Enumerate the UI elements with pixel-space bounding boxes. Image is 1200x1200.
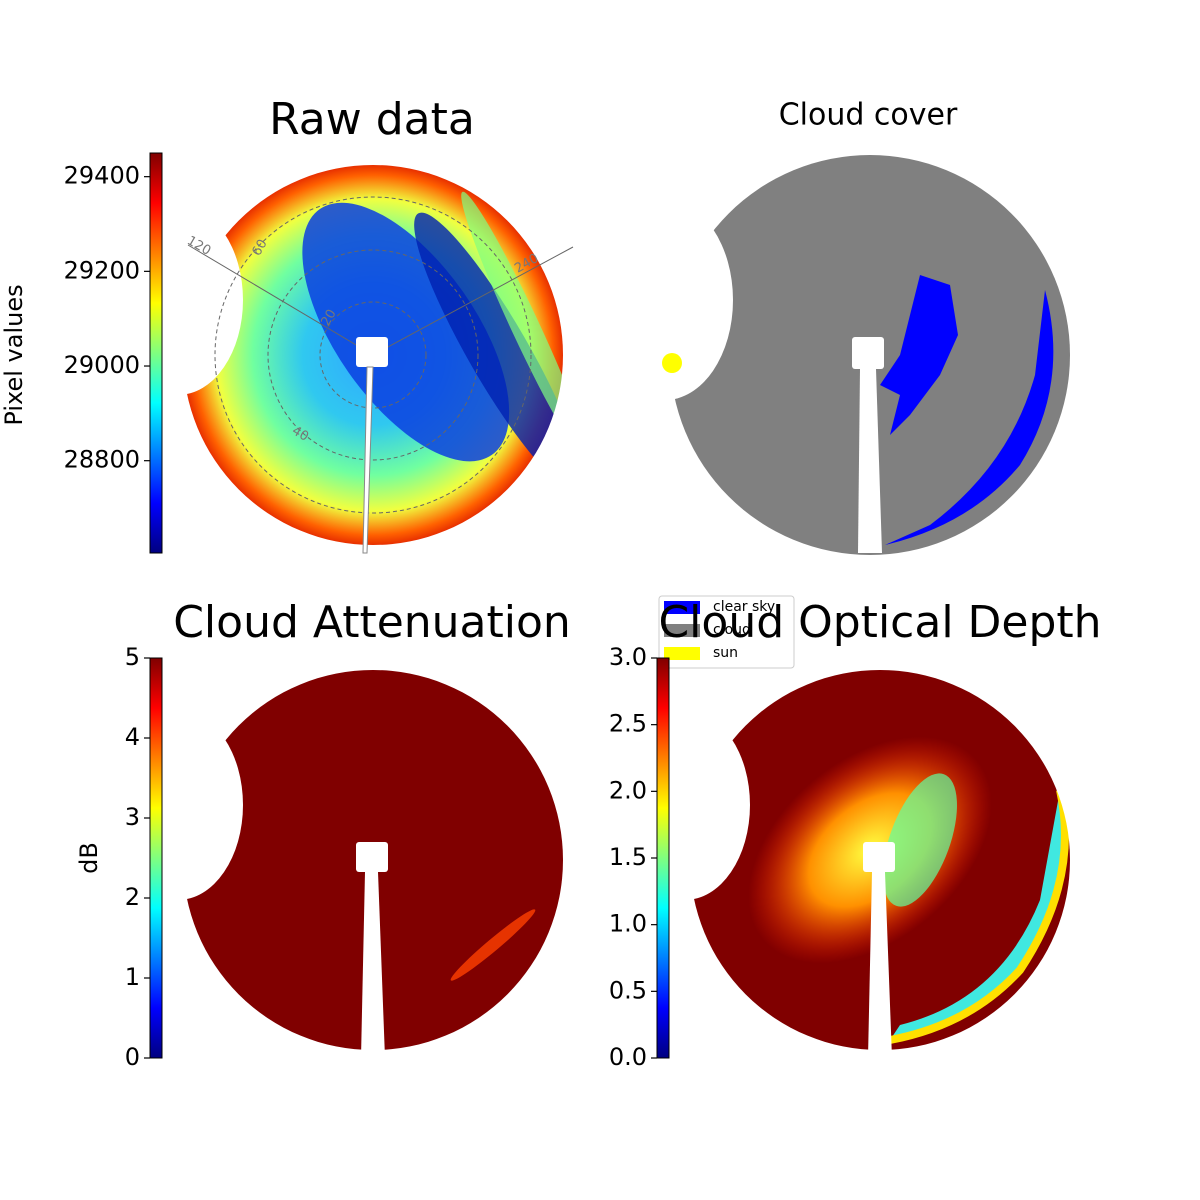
colorbar-tick-label: 0 xyxy=(125,1043,140,1071)
colorbar xyxy=(149,152,163,554)
grid-label: 20 xyxy=(319,307,340,329)
colorbar-tick-label: 4 xyxy=(125,723,140,751)
legend-label: sun xyxy=(713,645,738,661)
sun-marker xyxy=(662,353,682,373)
colorbar xyxy=(656,657,670,1059)
legend-label: cloud xyxy=(713,622,751,638)
colorbar-tick-label: 29400 xyxy=(64,162,140,190)
colorbar-tick-label: 2.5 xyxy=(609,710,647,738)
panel-title: Cloud Attenuation xyxy=(173,597,571,648)
colorbar xyxy=(149,657,163,1059)
legend-swatch xyxy=(664,624,700,637)
colorbar-tick-label: 1.5 xyxy=(609,843,647,871)
colorbar-tick-label: 0.5 xyxy=(609,976,647,1004)
colorbar-tick-label: 0.0 xyxy=(609,1043,647,1071)
optical-depth-image xyxy=(680,660,1080,1060)
legend-label: clear sky xyxy=(713,599,775,615)
panel-title: Cloud cover xyxy=(779,98,958,133)
grid-label: 40 xyxy=(289,424,311,445)
legend-swatch xyxy=(664,647,700,660)
raw-image: 120 60 20 40 240 xyxy=(173,155,591,555)
grid-label: 60 xyxy=(250,237,271,259)
cloud-cover-image xyxy=(660,145,1080,565)
colorbar-tick-label: 29000 xyxy=(64,351,140,379)
colorbar-label: dB xyxy=(75,842,103,874)
legend: clear sky cloud sun xyxy=(658,595,795,669)
colorbar-tick-label: 3 xyxy=(125,803,140,831)
colorbar-tick-label: 1 xyxy=(125,963,140,991)
colorbar-tick-label: 1.0 xyxy=(609,910,647,938)
attenuation-image xyxy=(173,660,573,1060)
colorbar-tick-label: 28800 xyxy=(64,446,140,474)
colorbar-tick-label: 3.0 xyxy=(609,643,647,671)
colorbar-tick-label: 29200 xyxy=(64,256,140,284)
panel-title: Raw data xyxy=(269,94,475,145)
legend-swatch xyxy=(664,601,700,614)
colorbar-tick-label: 2 xyxy=(125,883,140,911)
colorbar-label: Pixel values xyxy=(0,284,28,425)
colorbar-tick-label: 2.0 xyxy=(609,776,647,804)
colorbar-tick-label: 5 xyxy=(125,643,140,671)
panel-title: Cloud Optical Depth xyxy=(658,597,1101,648)
